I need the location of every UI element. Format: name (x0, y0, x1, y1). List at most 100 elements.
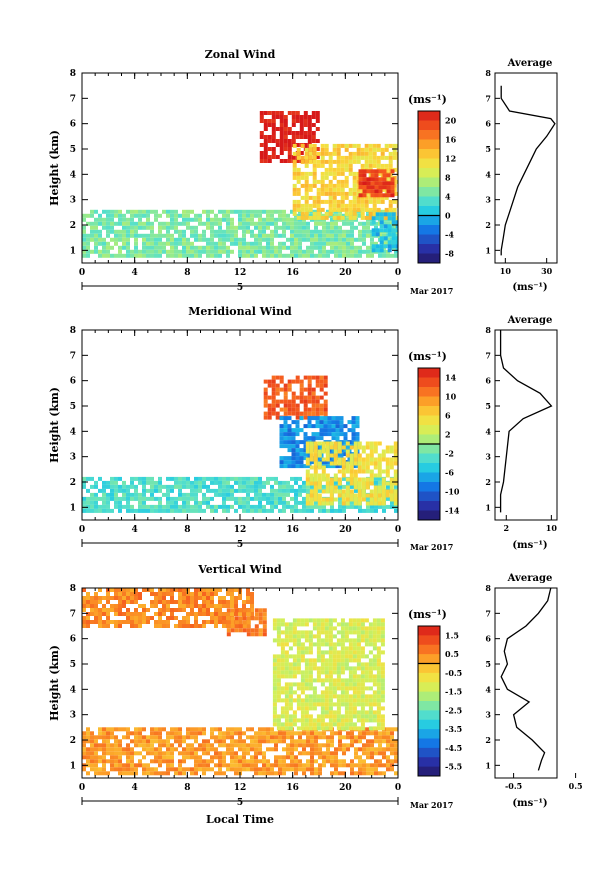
heatmap-cell (118, 763, 122, 768)
heatmap-cell (178, 592, 182, 596)
heatmap-cell (350, 731, 354, 736)
heatmap-cell (325, 489, 330, 494)
heatmap-cell (324, 722, 329, 727)
heatmap-cell (122, 492, 126, 497)
heatmap-cell (381, 469, 386, 474)
heatmap-cell (218, 620, 222, 624)
heatmap-cell (242, 484, 246, 489)
heatmap-cell (390, 751, 394, 756)
heatmap-cell (382, 233, 386, 238)
heatmap-cell (356, 638, 361, 643)
heatmap-cell (344, 698, 349, 703)
heatmap-cell (206, 604, 210, 608)
heatmap-cell (94, 751, 98, 756)
heatmap-cell (341, 469, 346, 474)
heatmap-cell (374, 504, 378, 509)
average-y-tick-label: 3 (485, 710, 491, 720)
heatmap-cell (308, 650, 313, 655)
heatmap-cell (142, 604, 146, 608)
heatmap-cell (194, 253, 198, 258)
heatmap-cell (272, 718, 277, 723)
y-tick-label: 7 (70, 94, 76, 104)
heatmap-cell (254, 209, 258, 214)
heatmap-cell (126, 763, 130, 768)
heatmap-cell (102, 735, 106, 740)
heatmap-cell (102, 209, 106, 214)
heatmap-cell (246, 249, 250, 254)
heatmap-cell (282, 747, 286, 752)
heatmap-cell (292, 163, 297, 168)
heatmap-cell (307, 399, 312, 404)
heatmap-cell (329, 453, 334, 458)
heatmap-cell (308, 706, 313, 711)
heatmap-cell (296, 642, 301, 647)
average-line (499, 330, 553, 513)
heatmap-cell (98, 731, 102, 736)
heatmap-cell (365, 457, 370, 462)
heatmap-cell (198, 233, 202, 238)
heatmap-cell (374, 731, 378, 736)
heatmap-cell (330, 237, 334, 242)
heatmap-cell (352, 626, 357, 631)
heatmap-cell (336, 171, 341, 176)
heatmap-cell (294, 229, 298, 234)
heatmap-cell (134, 600, 138, 604)
heatmap-cell (321, 465, 326, 470)
heatmap-cell (330, 245, 334, 250)
heatmap-cell (336, 151, 341, 156)
heatmap-cell (278, 735, 282, 740)
heatmap-cell (372, 702, 377, 707)
heatmap-cell (309, 481, 314, 486)
heatmap-cell (306, 233, 310, 238)
heatmap-cell (262, 628, 267, 633)
heatmap-cell (313, 453, 318, 458)
heatmap-cell (300, 634, 305, 639)
heatmap-cell (182, 221, 186, 226)
heatmap-cell (262, 755, 266, 760)
heatmap-cell (250, 221, 254, 226)
heatmap-cell (276, 726, 281, 731)
heatmap-cell (150, 592, 154, 596)
heatmap-cell (318, 747, 322, 752)
heatmap-cell (298, 735, 302, 740)
heatmap-cell (315, 383, 320, 388)
heatmap-cell (340, 638, 345, 643)
heatmap-cell (254, 612, 259, 617)
heatmap-cell (371, 220, 376, 225)
heatmap-cell (362, 767, 366, 772)
heatmap-cell (352, 159, 357, 164)
heatmap-cell (312, 147, 317, 152)
heatmap-cell (315, 399, 320, 404)
heatmap-cell (218, 759, 222, 764)
heatmap-cell (332, 215, 337, 220)
heatmap-cell (299, 416, 304, 421)
heatmap-cell (300, 155, 305, 160)
heatmap-cell (162, 249, 166, 254)
heatmap-cell (348, 658, 353, 663)
heatmap-cell (86, 755, 90, 760)
heatmap-cell (262, 217, 266, 222)
heatmap-cell (110, 727, 114, 732)
colorbar-swatch (418, 482, 440, 492)
heatmap-cell (110, 209, 114, 214)
heatmap-cell (382, 751, 386, 756)
heatmap-cell (118, 751, 122, 756)
heatmap-cell (284, 702, 289, 707)
heatmap-cell (298, 488, 302, 493)
heatmap-cell (222, 604, 226, 608)
heatmap-cell (166, 743, 170, 748)
heatmap-cell (86, 612, 90, 616)
heatmap-cell (300, 159, 305, 164)
heatmap-cell (214, 233, 218, 238)
heatmap-cell (182, 588, 186, 592)
heatmap-cell (150, 233, 154, 238)
heatmap-cell (324, 686, 329, 691)
heatmap-cell (320, 175, 325, 180)
heatmap-cell (214, 763, 218, 768)
heatmap-cell (323, 411, 328, 416)
heatmap-cell (374, 193, 379, 198)
heatmap-cell (316, 642, 321, 647)
heatmap-cell (222, 616, 226, 620)
heatmap-cell (292, 666, 297, 671)
colorbar-swatch (418, 244, 440, 254)
